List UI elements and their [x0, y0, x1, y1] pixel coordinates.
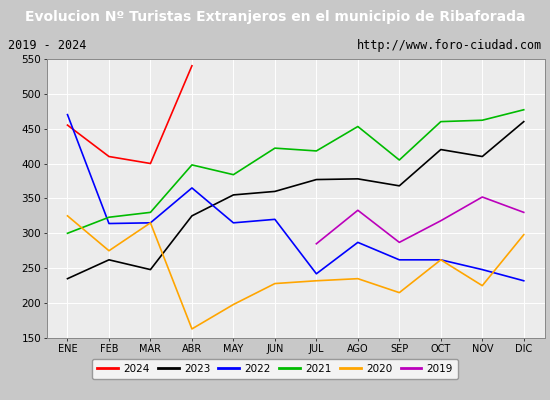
Text: http://www.foro-ciudad.com: http://www.foro-ciudad.com: [356, 39, 542, 52]
Text: Evolucion Nº Turistas Extranjeros en el municipio de Ribaforada: Evolucion Nº Turistas Extranjeros en el …: [25, 10, 525, 24]
Text: 2019 - 2024: 2019 - 2024: [8, 39, 86, 52]
Legend: 2024, 2023, 2022, 2021, 2020, 2019: 2024, 2023, 2022, 2021, 2020, 2019: [92, 359, 458, 379]
